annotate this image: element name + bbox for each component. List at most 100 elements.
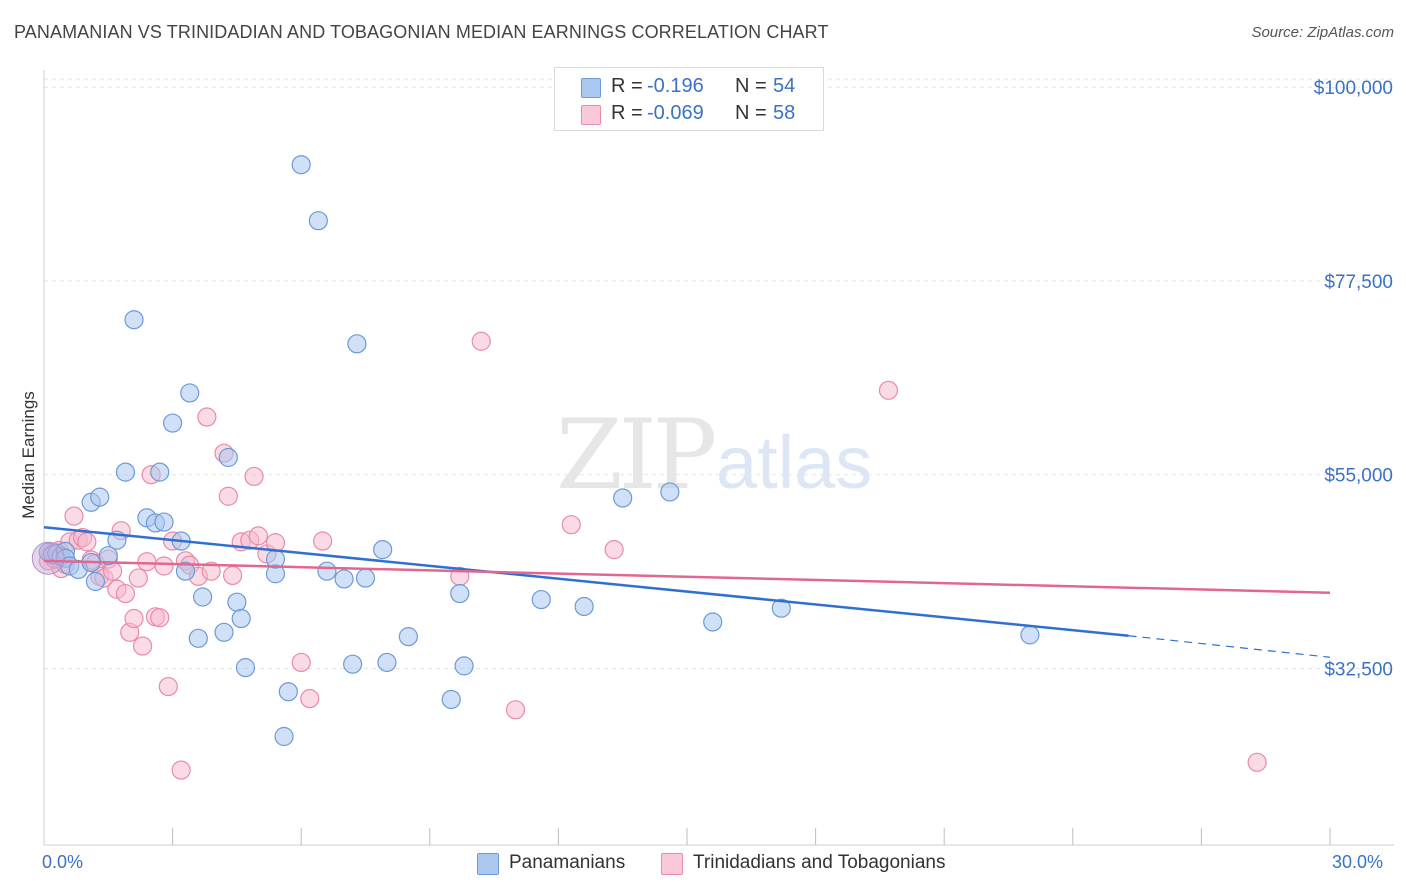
data-point-panamanian [373,540,393,560]
data-point-panamanian [274,726,294,747]
data-point-panamanian [334,569,354,589]
data-point-panamanian [180,383,200,403]
data-point-panamanian [124,310,144,330]
data-point-panamanian [214,622,234,642]
data-point-panamanian [355,568,376,588]
data-point-trinidadian [154,556,174,576]
data-point-panamanian [193,587,213,607]
data-point-panamanian [231,608,251,629]
data-point-trinidadian [171,760,191,780]
legend-n-label: N = [735,75,767,97]
data-point-panamanian [291,155,311,175]
data-point-panamanian [90,487,110,507]
data-point-trinidadian [604,540,624,560]
data-point-trinidadian [313,531,333,551]
data-point-panamanian [218,447,238,468]
chart-title: PANAMANIAN VS TRINIDADIAN AND TOBAGONIAN… [14,22,829,42]
data-point-panamanian [188,628,208,648]
y-tick-label: $55,000 [1324,466,1393,487]
data-point-panamanian [454,656,474,676]
data-point-trinidadian [471,331,491,351]
data-point-trinidadian [201,561,221,581]
data-point-panamanian [317,561,337,581]
data-point-trinidadian [505,700,526,720]
data-point-panamanian [574,596,594,617]
trend-line-panamanian-extension [1128,635,1331,658]
legend-label: Panamanians [509,852,626,873]
data-point-trinidadian [300,689,320,709]
data-point-panamanian [531,589,551,610]
trend-line-trinidadian [43,559,1331,594]
legend-swatch-pink [661,853,683,875]
y-tick-label: $100,000 [1314,78,1393,99]
data-point-panamanian [347,334,367,354]
data-point-trinidadian [128,568,148,588]
y-tick-labels: $32,500 $55,000 $77,500 $100,000 [1314,78,1393,680]
data-point-panamanian [771,598,791,618]
data-point-trinidadian [244,466,264,487]
data-point-panamanian [227,592,247,612]
data-point-panamanian [308,211,328,231]
data-point-cluster [31,541,65,575]
legend-n-label: N = [735,102,767,124]
watermark: ZIP atlas [556,399,872,511]
legend-swatch-blue [581,78,601,98]
data-point-trinidadian [115,583,136,604]
data-point-trinidadian [197,407,217,427]
data-point-trinidadian [291,652,311,673]
legend-n-value: 54 [773,75,796,97]
legend-r-value: -0.069 [647,102,704,124]
legend-r-label: R = [611,75,643,97]
data-point-trinidadian [64,506,84,526]
series-panamanian-points [31,155,1040,747]
y-tick-label: $32,500 [1324,659,1393,680]
data-point-panamanian [85,571,106,592]
data-point-trinidadian [158,676,178,697]
data-point-trinidadian [218,486,238,506]
data-point-panamanian [163,413,183,433]
legend-label: Trinidadians and Tobagonians [693,852,946,873]
data-point-trinidadian [223,565,243,586]
data-point-panamanian [398,627,418,647]
data-point-panamanian [450,583,470,604]
data-point-trinidadian [248,526,268,546]
data-point-panamanian [703,612,723,632]
data-point-panamanian [150,462,170,482]
data-point-trinidadian [124,608,144,629]
data-point-panamanian [660,482,680,502]
x-tick-min: 0.0% [42,852,84,872]
data-point-panamanian [115,462,136,482]
data-point-panamanian [98,546,118,566]
data-point-trinidadian [561,515,581,535]
axes [43,70,1394,846]
legend-r-label: R = [611,102,643,124]
y-axis-label: Median Earnings [19,391,38,519]
watermark-atlas: atlas [716,421,872,504]
data-point-panamanian [154,512,174,532]
data-point-trinidadian [137,552,157,572]
watermark-zip: ZIP [556,399,715,511]
trend-line-panamanian [43,526,1129,637]
data-point-trinidadian [77,532,97,552]
legend-r-value: -0.196 [647,75,704,97]
data-point-trinidadian [150,608,170,628]
gridlines [44,78,1394,669]
source-credit: Source: ZipAtlas.com [1251,24,1394,41]
trend-lines [43,526,1331,658]
data-point-panamanian [441,689,461,710]
x-tick-max: 30.0% [1332,852,1384,872]
legend-swatch-pink [581,105,601,125]
data-point-panamanian [377,652,397,673]
data-point-panamanian [613,488,633,508]
data-point-panamanian [175,561,196,581]
data-point-trinidadian [878,380,899,400]
legend-n-value: 58 [773,102,796,124]
data-point-panamanian [343,654,363,674]
legend-swatch-blue [477,853,499,875]
data-point-panamanian [1020,625,1040,645]
y-tick-label: $77,500 [1324,272,1393,293]
correlation-legend: R = -0.196 N = 54 R = -0.069 N = 58 [554,67,824,131]
data-point-panamanian [278,682,298,702]
data-point-trinidadian [132,636,153,656]
